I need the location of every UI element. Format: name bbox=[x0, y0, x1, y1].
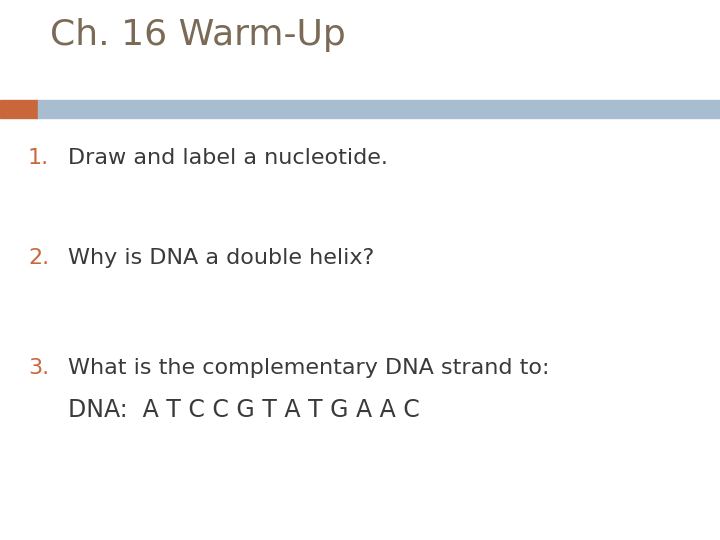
Text: What is the complementary DNA strand to:: What is the complementary DNA strand to: bbox=[68, 358, 549, 378]
Text: Ch. 16 Warm-Up: Ch. 16 Warm-Up bbox=[50, 18, 346, 52]
Text: 2.: 2. bbox=[28, 248, 49, 268]
Text: 3.: 3. bbox=[28, 358, 49, 378]
Bar bbox=[0, 100, 38, 118]
Text: Why is DNA a double helix?: Why is DNA a double helix? bbox=[68, 248, 374, 268]
Text: 1.: 1. bbox=[28, 148, 49, 168]
Bar bbox=[38, 100, 720, 118]
Text: Draw and label a nucleotide.: Draw and label a nucleotide. bbox=[68, 148, 388, 168]
Text: DNA:  A T C C G T A T G A A C: DNA: A T C C G T A T G A A C bbox=[68, 398, 420, 422]
